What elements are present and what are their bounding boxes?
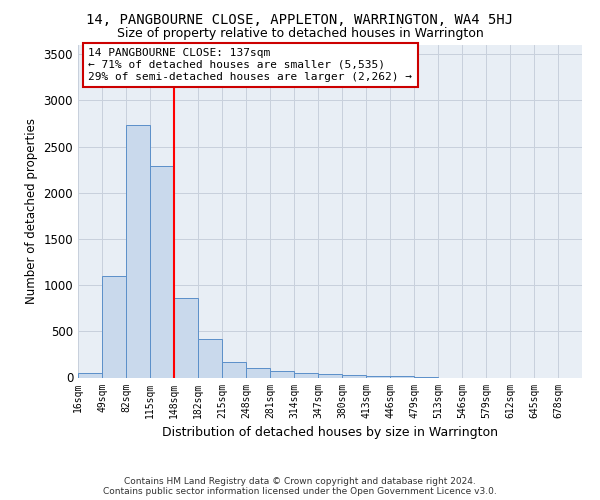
X-axis label: Distribution of detached houses by size in Warrington: Distribution of detached houses by size … (162, 426, 498, 439)
Text: Contains HM Land Registry data © Crown copyright and database right 2024.
Contai: Contains HM Land Registry data © Crown c… (103, 476, 497, 496)
Bar (102, 276, 126, 378)
Bar (78, 373, 102, 378)
Bar (150, 166, 174, 378)
Bar (174, 298, 198, 378)
Bar (294, 373, 318, 378)
Text: Size of property relative to detached houses in Warrington: Size of property relative to detached ho… (116, 28, 484, 40)
Bar (222, 362, 246, 378)
Bar (198, 339, 222, 378)
Y-axis label: Number of detached properties: Number of detached properties (25, 118, 38, 304)
Bar (246, 368, 270, 378)
Bar (366, 376, 390, 378)
Bar (318, 374, 342, 378)
Bar (270, 372, 294, 378)
Text: 14 PANGBOURNE CLOSE: 137sqm
← 71% of detached houses are smaller (5,535)
29% of : 14 PANGBOURNE CLOSE: 137sqm ← 71% of det… (88, 48, 412, 82)
Bar (342, 375, 366, 378)
Bar (126, 126, 150, 378)
Text: 14, PANGBOURNE CLOSE, APPLETON, WARRINGTON, WA4 5HJ: 14, PANGBOURNE CLOSE, APPLETON, WARRINGT… (86, 12, 514, 26)
Bar (390, 376, 414, 378)
